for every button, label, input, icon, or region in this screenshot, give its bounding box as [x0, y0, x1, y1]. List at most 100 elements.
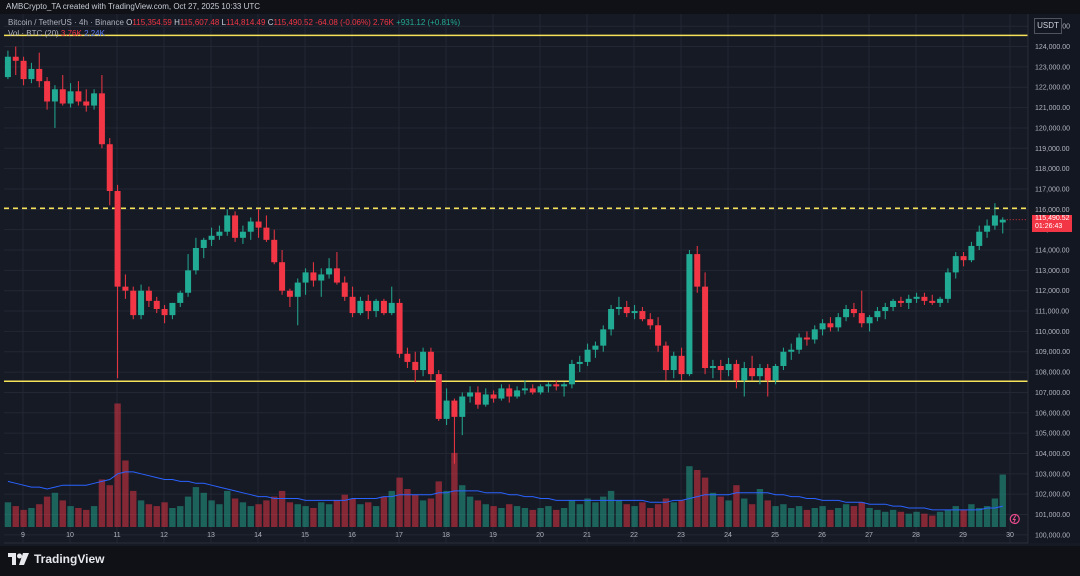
candle[interactable]	[28, 62, 35, 84]
candle[interactable]	[835, 313, 842, 332]
candle[interactable]	[404, 347, 411, 369]
candle[interactable]	[482, 388, 489, 407]
candle[interactable]	[592, 341, 599, 358]
candle[interactable]	[772, 363, 779, 385]
candle[interactable]	[694, 245, 701, 293]
candle[interactable]	[67, 83, 74, 108]
candle[interactable]	[639, 306, 646, 322]
candle[interactable]	[138, 284, 145, 320]
brand[interactable]: TradingView	[8, 552, 104, 566]
candle[interactable]	[310, 262, 317, 287]
candle[interactable]	[75, 81, 82, 106]
candle[interactable]	[866, 315, 873, 332]
candle[interactable]	[600, 325, 607, 352]
candle[interactable]	[247, 217, 254, 240]
candle[interactable]	[451, 398, 458, 464]
candle[interactable]	[827, 317, 834, 332]
candle[interactable]	[788, 343, 795, 360]
candle[interactable]	[177, 290, 184, 307]
candle[interactable]	[294, 278, 301, 326]
candle[interactable]	[380, 298, 387, 316]
candle[interactable]	[286, 288, 293, 307]
candle[interactable]	[553, 380, 560, 391]
candle[interactable]	[937, 296, 944, 307]
candle[interactable]	[631, 304, 638, 320]
candle[interactable]	[435, 370, 442, 421]
candle[interactable]	[897, 296, 904, 307]
candle[interactable]	[584, 343, 591, 366]
candle[interactable]	[913, 292, 920, 303]
candle[interactable]	[976, 225, 983, 251]
candle[interactable]	[169, 302, 176, 320]
candle[interactable]	[764, 363, 771, 397]
candle[interactable]	[514, 386, 521, 399]
candle[interactable]	[185, 254, 192, 297]
candle[interactable]	[208, 227, 215, 246]
candle[interactable]	[796, 333, 803, 354]
candle[interactable]	[780, 347, 787, 371]
candle[interactable]	[717, 359, 724, 381]
candle[interactable]	[122, 274, 129, 299]
candle[interactable]	[83, 89, 90, 112]
candle[interactable]	[850, 302, 857, 318]
candle[interactable]	[263, 215, 270, 242]
candle[interactable]	[960, 252, 967, 267]
candle[interactable]	[474, 386, 481, 409]
candle[interactable]	[427, 347, 434, 381]
currency-button[interactable]: USDT	[1034, 18, 1062, 34]
candle[interactable]	[952, 252, 959, 279]
candle[interactable]	[36, 52, 43, 88]
candle[interactable]	[756, 363, 763, 385]
candle[interactable]	[224, 209, 231, 236]
candle[interactable]	[498, 384, 505, 401]
candle[interactable]	[106, 138, 113, 206]
candle[interactable]	[59, 75, 66, 106]
candle[interactable]	[890, 298, 897, 312]
candle[interactable]	[944, 268, 951, 303]
candle[interactable]	[670, 351, 677, 379]
candle[interactable]	[733, 359, 740, 389]
candle[interactable]	[365, 294, 372, 320]
candle[interactable]	[302, 268, 309, 295]
candle[interactable]	[905, 294, 912, 310]
candle[interactable]	[568, 359, 575, 389]
candle[interactable]	[145, 286, 152, 307]
candle[interactable]	[647, 313, 654, 330]
candle[interactable]	[686, 250, 693, 377]
candle[interactable]	[114, 184, 121, 379]
candle[interactable]	[749, 355, 756, 381]
candle[interactable]	[929, 294, 936, 305]
candle[interactable]	[623, 300, 630, 318]
candle[interactable]	[537, 384, 544, 395]
candle[interactable]	[232, 211, 239, 242]
candle[interactable]	[200, 237, 207, 259]
candle[interactable]	[529, 384, 536, 395]
candle[interactable]	[373, 298, 380, 318]
candle[interactable]	[561, 382, 568, 397]
candle[interactable]	[349, 286, 356, 318]
candle[interactable]	[420, 347, 427, 377]
candle[interactable]	[921, 292, 928, 305]
candle[interactable]	[608, 304, 615, 336]
candle[interactable]	[44, 77, 51, 110]
price-chart[interactable]: 100,000.00 101,000.00 102,000.00 103,000.00…	[0, 0, 1080, 546]
candle[interactable]	[490, 390, 497, 403]
candle[interactable]	[803, 331, 810, 346]
candle[interactable]	[51, 85, 58, 128]
candle[interactable]	[279, 250, 286, 295]
candle[interactable]	[271, 229, 278, 265]
candle[interactable]	[576, 355, 583, 373]
candle[interactable]	[709, 359, 716, 379]
candle[interactable]	[545, 382, 552, 393]
candle[interactable]	[255, 209, 262, 238]
candle[interactable]	[12, 46, 19, 76]
candle[interactable]	[443, 388, 450, 425]
candle[interactable]	[843, 304, 850, 322]
candle[interactable]	[678, 347, 685, 381]
candle[interactable]	[811, 325, 818, 344]
candle[interactable]	[341, 276, 348, 301]
candle[interactable]	[858, 290, 865, 328]
candle[interactable]	[98, 75, 105, 149]
candle[interactable]	[968, 241, 975, 263]
candle[interactable]	[161, 304, 168, 324]
